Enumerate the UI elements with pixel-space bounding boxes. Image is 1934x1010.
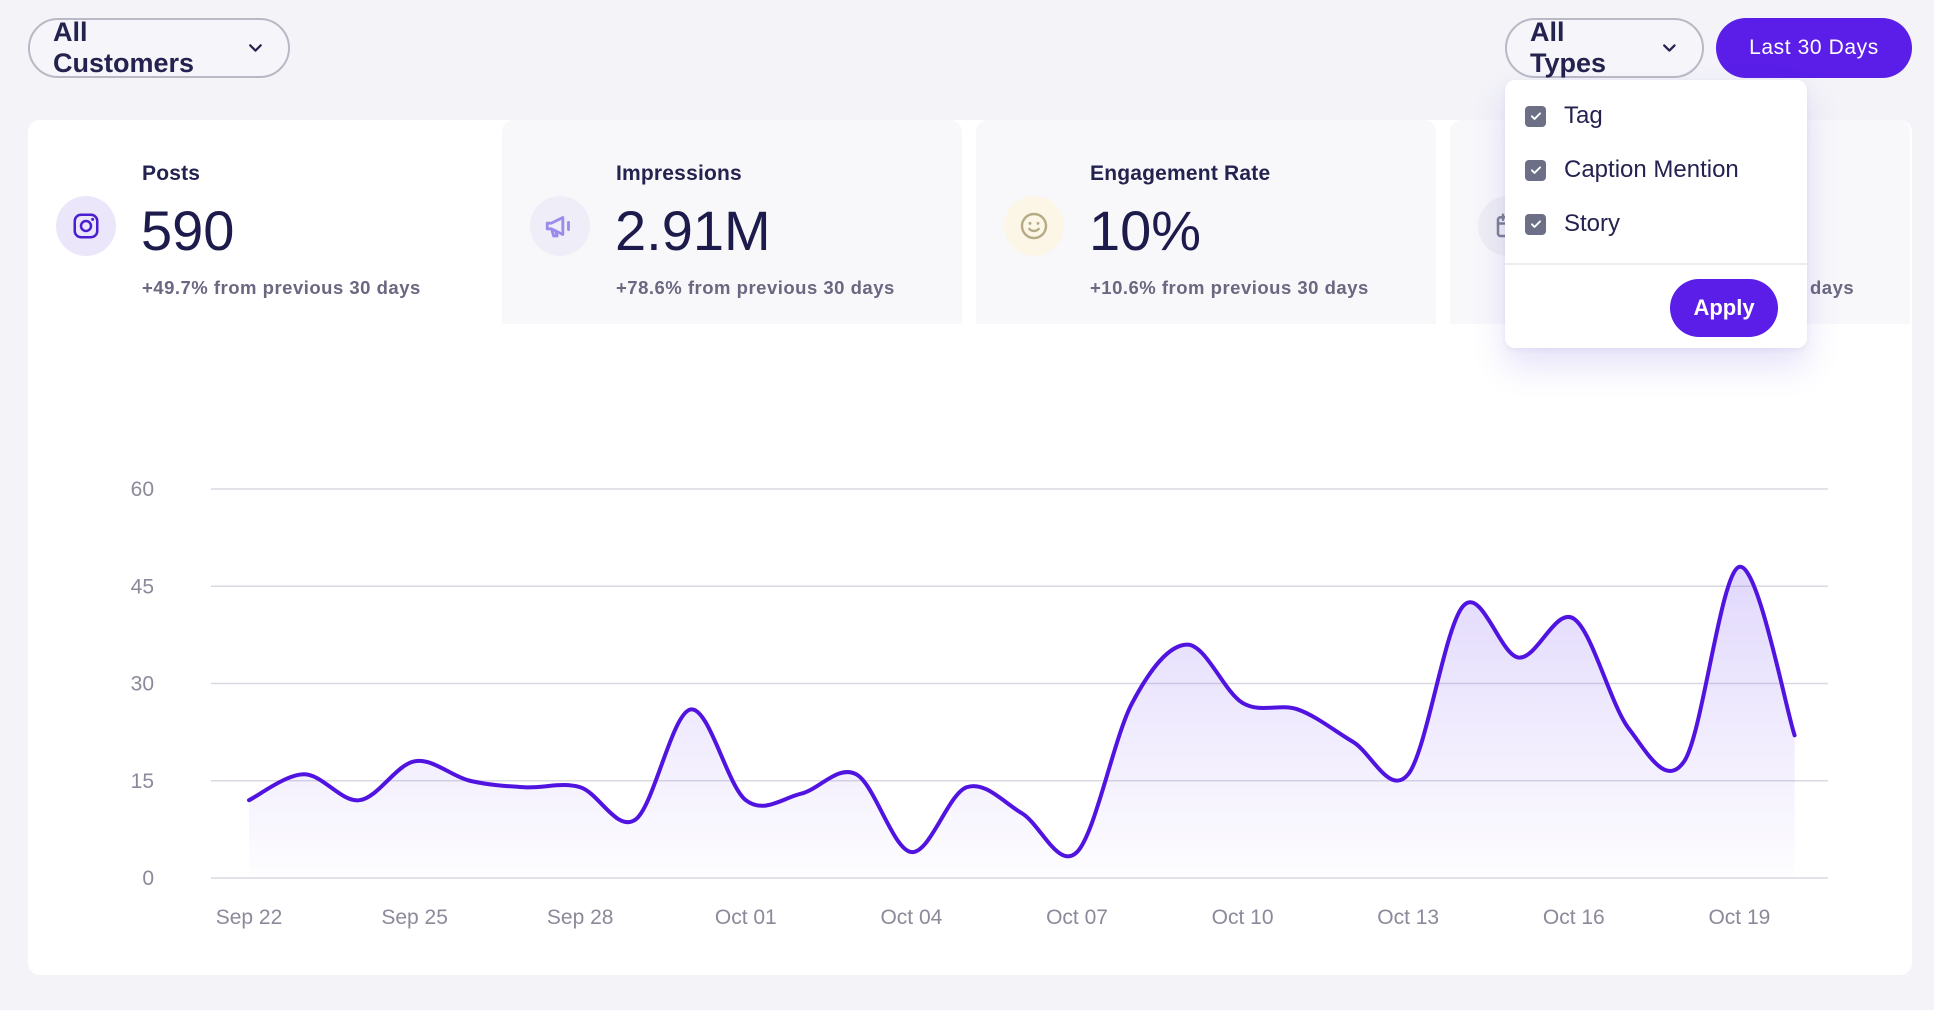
customers-filter-label: All Customers	[53, 17, 195, 78]
types-filter-dropdown[interactable]: All Types	[1505, 17, 1704, 78]
checkbox-checked-icon[interactable]	[1525, 105, 1546, 127]
y-tick-label: 45	[131, 575, 154, 598]
stat-label: Engagement Rate	[1090, 162, 1271, 185]
data-point-sep-24[interactable]	[351, 792, 367, 808]
data-point-sep-29[interactable]	[627, 812, 643, 828]
data-point-oct-19[interactable]	[1731, 559, 1747, 575]
x-tick-label: Sep 25	[381, 906, 448, 929]
data-point-oct-05[interactable]	[959, 779, 975, 795]
data-point-sep-25[interactable]	[407, 753, 423, 769]
data-point-sep-30[interactable]	[683, 701, 699, 717]
data-point-oct-16[interactable]	[1566, 611, 1582, 627]
data-point-sep-22[interactable]	[241, 792, 257, 808]
data-point-oct-04[interactable]	[903, 844, 919, 860]
series-line	[247, 564, 1797, 859]
data-point-oct-10[interactable]	[1235, 695, 1251, 711]
stat-value: 590	[141, 199, 235, 262]
customers-filter-dropdown[interactable]: All Customers	[28, 17, 290, 78]
type-option-label: Story	[1564, 210, 1621, 237]
types-filter-label: All Types	[1530, 17, 1607, 78]
data-point-oct-14[interactable]	[1455, 598, 1471, 614]
stat-value: 2.91M	[615, 199, 771, 262]
type-option-label: Caption Mention	[1564, 156, 1739, 183]
data-point-oct-07[interactable]	[1069, 844, 1085, 860]
data-point-sep-23[interactable]	[296, 766, 312, 782]
data-point-oct-11[interactable]	[1290, 701, 1306, 717]
chevron-down-icon	[249, 44, 262, 52]
apply-button[interactable]: Apply	[1670, 279, 1778, 337]
stat-change: +49.7% from previous 30 days	[142, 277, 421, 298]
stat-value: 10%	[1089, 199, 1202, 262]
y-tick-label: 0	[142, 867, 154, 890]
x-tick-label: Oct 19	[1708, 906, 1770, 929]
data-point-sep-27[interactable]	[517, 779, 533, 795]
stat-change: days	[1810, 277, 1855, 298]
x-tick-label: Oct 07	[1046, 906, 1108, 929]
data-point-oct-09[interactable]	[1179, 637, 1195, 653]
data-point-oct-06[interactable]	[1014, 805, 1030, 821]
data-point-oct-01[interactable]	[738, 792, 754, 808]
type-option-label: Tag	[1564, 102, 1603, 129]
type-option-story[interactable]: Story	[1525, 210, 1620, 238]
type-option-tag[interactable]: Tag	[1525, 102, 1603, 130]
chevron-down-icon	[1663, 44, 1676, 52]
stat-change: +78.6% from previous 30 days	[616, 277, 895, 298]
x-tick-label: Oct 10	[1212, 906, 1274, 929]
menu-divider	[1505, 263, 1807, 265]
y-tick-label: 30	[131, 673, 154, 696]
x-tick-label: Sep 22	[216, 906, 283, 929]
data-point-oct-03[interactable]	[848, 766, 864, 782]
data-point-oct-20[interactable]	[1787, 727, 1803, 743]
data-point-sep-28[interactable]	[572, 779, 588, 795]
stat-change: +10.6% from previous 30 days	[1090, 277, 1369, 298]
series-area	[249, 566, 1795, 878]
data-point-oct-17[interactable]	[1621, 721, 1637, 737]
smiley-icon	[1004, 196, 1064, 256]
stat-card-engagement-rate[interactable]: Engagement Rate 10% +10.6% from previous…	[976, 120, 1436, 324]
stat-label: Impressions	[616, 162, 742, 185]
y-tick-label: 60	[131, 478, 154, 501]
stat-label: Posts	[142, 162, 201, 185]
y-tick-label: 15	[131, 770, 154, 793]
instagram-icon	[56, 196, 116, 256]
data-point-oct-13[interactable]	[1400, 766, 1416, 782]
x-tick-label: Oct 13	[1377, 906, 1439, 929]
checkbox-checked-icon[interactable]	[1525, 159, 1546, 181]
data-point-oct-12[interactable]	[1345, 734, 1361, 750]
date-range-button[interactable]: Last 30 Days	[1716, 18, 1912, 78]
stat-card-impressions[interactable]: Impressions 2.91M +78.6% from previous 3…	[502, 120, 962, 324]
type-option-caption-mention[interactable]: Caption Mention	[1525, 156, 1739, 184]
x-tick-label: Oct 04	[880, 906, 942, 929]
x-tick-label: Oct 16	[1543, 906, 1605, 929]
data-point-sep-26[interactable]	[462, 773, 478, 789]
x-tick-label: Sep 28	[547, 906, 614, 929]
checkbox-checked-icon[interactable]	[1525, 213, 1546, 235]
data-point-oct-02[interactable]	[793, 786, 809, 802]
x-tick-label: Oct 01	[715, 906, 777, 929]
data-point-oct-08[interactable]	[1124, 695, 1140, 711]
data-point-oct-15[interactable]	[1511, 650, 1527, 666]
types-filter-menu: Tag Caption Mention Story Apply	[1505, 80, 1807, 348]
megaphone-icon	[530, 196, 590, 256]
data-point-oct-18[interactable]	[1676, 753, 1692, 769]
stat-card-posts[interactable]: Posts 590 +49.7% from previous 30 days	[28, 120, 488, 324]
